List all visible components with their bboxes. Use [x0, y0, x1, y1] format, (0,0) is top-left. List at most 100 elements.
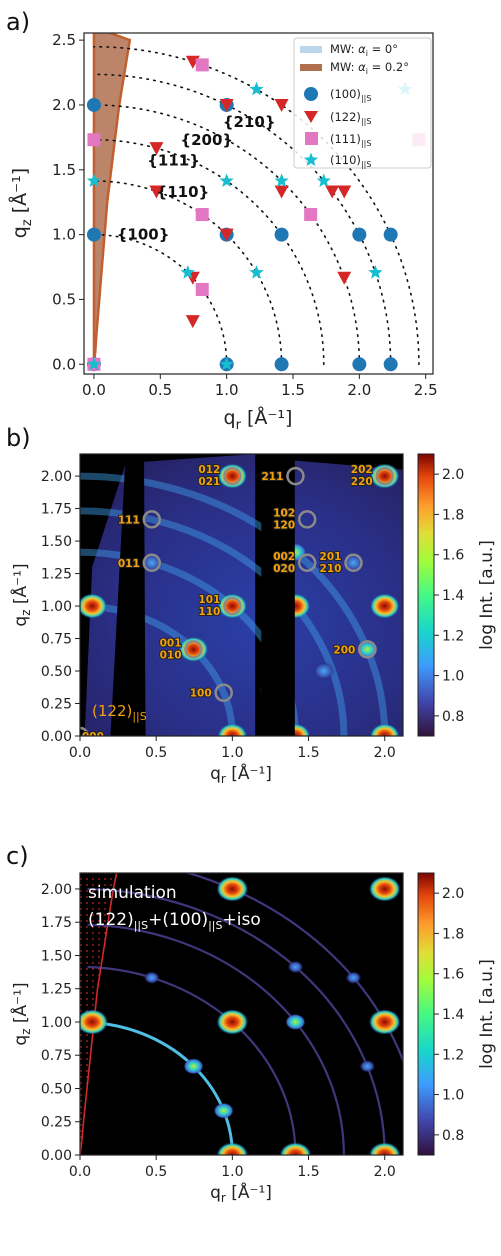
peak-label: 102 — [273, 507, 295, 519]
marker-111 — [195, 208, 209, 222]
panel-b-x-tick-label: 0.0 — [69, 745, 91, 761]
panel-b-peak-markers — [80, 466, 394, 736]
panel-a-x-tick-label: 0.5 — [148, 381, 172, 399]
ring-arc — [93, 73, 392, 366]
peak-circle — [184, 640, 203, 659]
legend-mw02: MW: αi = 0.2° — [330, 60, 409, 76]
panel-a-y-tick-label: 0.5 — [52, 290, 76, 308]
marker-122 — [219, 228, 234, 242]
diffraction-spot — [80, 593, 108, 619]
colorbar-tick-label: 1.8 — [442, 926, 464, 942]
panel-a-plot-area — [86, 33, 426, 372]
panel-c-y-tick-label: 1.75 — [41, 915, 72, 931]
panel-a-legend: MW: αi = 0° MW: αi = 0.2° (100)||S (122)… — [293, 37, 432, 169]
panel-b-colorbar-label: log Int. [a.u.] — [477, 540, 497, 650]
panel-a-ticks: 0.0 0.5 1.0 1.5 2.0 2.5 0.0 0.5 1.0 1.5 2.0 2.5 — [52, 31, 437, 399]
marker-110 — [86, 173, 102, 187]
panel-c-spots — [80, 876, 401, 1155]
panel-b-colorbar-ticks: 0.8 1.0 1.2 1.4 1.6 1.8 2.0 — [434, 467, 464, 725]
simulated-spot — [287, 960, 304, 974]
panel-c-image: simulation (122)||S+(100)||S+iso — [80, 873, 403, 1155]
panel-c-letter: c) — [6, 842, 29, 870]
panel-b-y-tick-label: 0.00 — [41, 729, 72, 745]
peak-label: 002 — [273, 551, 295, 563]
colorbar-tick-label: 2.0 — [442, 886, 464, 902]
legend-100: (100)||S — [330, 87, 371, 103]
panel-b-y-label: qz [Å⁻¹] — [9, 563, 33, 626]
marker-111 — [87, 133, 101, 147]
simulated-spot — [368, 1009, 401, 1035]
panel-c-annotation-line1: simulation — [88, 883, 177, 903]
panel-b-orientation-label: (122)||S — [92, 702, 147, 723]
diffraction-spot — [217, 463, 248, 489]
peak-label: 110 — [198, 606, 220, 618]
iso-ring — [184, 873, 403, 1064]
peak-label: 120 — [273, 519, 295, 531]
panel-a-x-label: qr [Å⁻¹] — [224, 406, 293, 433]
panel-c-y-tick-label: 1.25 — [41, 982, 72, 998]
colorbar-tick-label: 1.8 — [442, 507, 464, 523]
simulated-spot — [213, 1102, 234, 1119]
panel-c-x-tick-label: 1.0 — [221, 1164, 243, 1180]
peak-label: 011 — [118, 558, 140, 570]
marker-111 — [195, 282, 209, 296]
colorbar-tick-label: 1.6 — [442, 548, 464, 564]
diffraction-spot — [217, 723, 248, 736]
family-label: {100} — [117, 226, 170, 244]
legend-swatch-mw0 — [300, 46, 322, 53]
colorbar-tick-label: 1.6 — [442, 967, 464, 983]
peak-circle — [375, 466, 394, 486]
marker-122 — [274, 185, 289, 199]
panel-b-x-tick-label: 2.0 — [374, 745, 396, 761]
panel-c-colorbar-label: log Int. [a.u.] — [477, 959, 497, 1069]
diffraction-spot — [369, 463, 400, 489]
peak-label: 101 — [198, 594, 220, 606]
panel-b-y-tick-label: 1.25 — [41, 567, 72, 583]
panel-c-annotation-line2: (122)||S+(100)||S+iso — [88, 910, 261, 932]
peak-label: 012 — [198, 464, 220, 476]
peak-circle — [214, 683, 233, 702]
panel-c-x-label: qr [Å⁻¹] — [210, 1181, 272, 1205]
simulated-spot — [80, 1009, 109, 1035]
diffraction-spot — [217, 593, 248, 619]
legend-122: (122)||S — [330, 110, 371, 126]
marker-100 — [383, 227, 398, 242]
panel-c-colorbar-ticks: 0.8 1.0 1.2 1.4 1.6 1.8 2.0 — [434, 886, 464, 1144]
panel-c-wedge-edge — [80, 873, 118, 1155]
panel-c-y-tick-label: 0.00 — [41, 1148, 72, 1164]
marker-122 — [337, 185, 352, 199]
panel-c-y-tick-label: 2.00 — [41, 882, 72, 898]
simulated-spot — [368, 876, 401, 902]
marker-110 — [249, 265, 264, 279]
marker-100 — [86, 227, 101, 242]
peak-label: 021 — [198, 476, 220, 488]
peak-circle — [142, 553, 162, 573]
diffraction-spot — [369, 723, 400, 736]
panel-b-detector-gaps — [110, 454, 295, 736]
detector-gap — [110, 454, 146, 736]
panel-b-x-tick-label: 0.5 — [145, 745, 167, 761]
panel-c-y-tick-label: 1.50 — [41, 948, 72, 964]
missing-wedge-0.2deg — [92, 33, 132, 367]
panel-b-ticks: 0.0 0.5 1.0 1.5 2.0 0.00 0.25 0.50 0.75 1.00 1.25 1… — [41, 469, 396, 761]
panel-c-y-tick-label: 0.50 — [41, 1081, 72, 1097]
simulated-spot — [216, 876, 249, 902]
panel-c-colorbar — [417, 872, 435, 1156]
colorbar-tick-label: 2.0 — [442, 467, 464, 483]
marker-122 — [149, 142, 164, 156]
peak-label: 201 — [320, 551, 342, 563]
legend-marker-111 — [305, 132, 318, 145]
panel-b-frame — [79, 453, 404, 737]
legend-111: (111)||S — [330, 132, 371, 148]
panel-c-x-tick-label: 2.0 — [374, 1164, 396, 1180]
panel-a-x-tick-label: 2.5 — [414, 381, 438, 399]
panel-c-y-label: qz [Å⁻¹] — [9, 982, 33, 1045]
colorbar-tick-label: 1.4 — [442, 1007, 464, 1023]
detector-gap — [261, 454, 295, 736]
panel-a-x-tick-label: 1.0 — [215, 381, 239, 399]
legend-marker-122 — [304, 111, 318, 123]
simulated-spot — [368, 1142, 401, 1155]
peak-label: 202 — [351, 464, 373, 476]
